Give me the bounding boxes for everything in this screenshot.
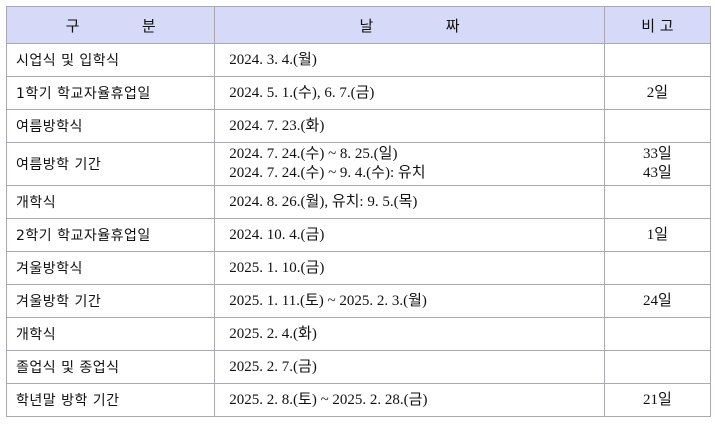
- note-cell: 33일 43일: [603, 142, 712, 186]
- table-row: 2학기 학교자율휴업일 2024. 10. 4.(금) 1일: [5, 218, 712, 252]
- table-row: 학년말 방학 기간 2025. 2. 8.(토) ~ 2025. 2. 28.(금…: [5, 383, 712, 417]
- date-cell: 2025. 1. 11.(토) ~ 2025. 2. 3.(월): [214, 284, 605, 318]
- date-cell: 2025. 1. 10.(금): [214, 251, 605, 285]
- category-cell: 1학기 학교자율휴업일: [5, 76, 216, 110]
- note-cell: [603, 251, 712, 285]
- note-cell: [603, 43, 712, 77]
- date-line: 2024. 7. 23.(화): [229, 117, 325, 134]
- date-line: 2025. 1. 11.(토) ~ 2025. 2. 3.(월): [229, 292, 427, 309]
- note-line: 1일: [646, 226, 669, 243]
- note-line: 33일: [643, 146, 672, 162]
- note-cell: 2일: [603, 76, 712, 110]
- schedule-table: 구 분 날 짜 비 고 시업식 및 입학식 2024. 3. 4.(월) 1학기 학…: [5, 6, 712, 417]
- category-cell: 졸업식 및 종업식: [5, 350, 216, 384]
- header-category-char-1: 구: [65, 16, 80, 35]
- date-cell: 2024. 3. 4.(월): [214, 43, 605, 77]
- table-row: 졸업식 및 종업식 2025. 2. 7.(금): [5, 350, 712, 384]
- table-row: 개학식 2024. 8. 26.(월), 유치: 9. 5.(목): [5, 185, 712, 219]
- table-row: 여름방학 기간 2024. 7. 24.(수) ~ 8. 25.(일) 2024. …: [5, 142, 712, 186]
- note-cell: 21일: [603, 383, 712, 417]
- note-cell: 24일: [603, 284, 712, 318]
- date-line: 2025. 1. 10.(금): [229, 259, 325, 276]
- note-cell: 1일: [603, 218, 712, 252]
- note-line: 43일: [643, 165, 672, 181]
- header-date-char-1: 날: [359, 16, 374, 35]
- date-line: 2024. 5. 1.(수), 6. 7.(금): [229, 84, 375, 101]
- category-cell: 개학식: [5, 317, 216, 351]
- category-cell: 2학기 학교자율휴업일: [5, 218, 216, 252]
- header-category-char-2: 분: [141, 16, 156, 35]
- header-row: 구 분 날 짜 비 고: [5, 6, 712, 44]
- date-cell: 2024. 7. 23.(화): [214, 109, 605, 143]
- date-line: 2025. 2. 4.(화): [229, 325, 317, 342]
- date-line: 2024. 7. 24.(수) ~ 9. 4.(수): 유치: [229, 165, 426, 181]
- note-line: 24일: [643, 292, 672, 309]
- table-row: 1학기 학교자율휴업일 2024. 5. 1.(수), 6. 7.(금) 2일: [5, 76, 712, 110]
- table-row: 여름방학식 2024. 7. 23.(화): [5, 109, 712, 143]
- date-line: 2024. 10. 4.(금): [229, 226, 325, 243]
- date-cell: 2024. 8. 26.(월), 유치: 9. 5.(목): [214, 185, 605, 219]
- date-line: 2024. 8. 26.(월), 유치: 9. 5.(목): [229, 193, 418, 210]
- header-date-char-2: 짜: [445, 16, 460, 35]
- category-cell: 여름방학 기간: [5, 142, 216, 186]
- table-row: 개학식 2025. 2. 4.(화): [5, 317, 712, 351]
- category-cell: 학년말 방학 기간: [5, 383, 216, 417]
- note-line: 2일: [646, 84, 669, 101]
- table-row: 겨울방학 기간 2025. 1. 11.(토) ~ 2025. 2. 3.(월) 2…: [5, 284, 712, 318]
- date-cell: 2025. 2. 4.(화): [214, 317, 605, 351]
- note-cell: [603, 185, 712, 219]
- date-cell: 2024. 10. 4.(금): [214, 218, 605, 252]
- date-line: 2024. 7. 24.(수) ~ 8. 25.(일): [229, 146, 398, 162]
- note-cell: [603, 109, 712, 143]
- category-cell: 겨울방학 기간: [5, 284, 216, 318]
- header-note: 비 고: [603, 6, 712, 44]
- date-line: 2024. 3. 4.(월): [229, 51, 317, 68]
- table-row: 시업식 및 입학식 2024. 3. 4.(월): [5, 43, 712, 77]
- date-cell: 2024. 5. 1.(수), 6. 7.(금): [214, 76, 605, 110]
- schedule-body: 시업식 및 입학식 2024. 3. 4.(월) 1학기 학교자율휴업일 2024. …: [5, 43, 712, 417]
- date-cell: 2025. 2. 8.(토) ~ 2025. 2. 28.(금): [214, 383, 605, 417]
- date-line: 2025. 2. 7.(금): [229, 358, 317, 375]
- note-cell: [603, 317, 712, 351]
- category-cell: 시업식 및 입학식: [5, 43, 216, 77]
- category-cell: 여름방학식: [5, 109, 216, 143]
- date-cell: 2025. 2. 7.(금): [214, 350, 605, 384]
- category-cell: 개학식: [5, 185, 216, 219]
- table-row: 겨울방학식 2025. 1. 10.(금): [5, 251, 712, 285]
- category-cell: 겨울방학식: [5, 251, 216, 285]
- header-category: 구 분: [5, 6, 216, 44]
- note-cell: [603, 350, 712, 384]
- header-date: 날 짜: [214, 6, 605, 44]
- date-cell: 2024. 7. 24.(수) ~ 8. 25.(일) 2024. 7. 24.(…: [214, 142, 605, 186]
- note-line: 21일: [643, 391, 672, 408]
- date-line: 2025. 2. 8.(토) ~ 2025. 2. 28.(금): [229, 391, 428, 408]
